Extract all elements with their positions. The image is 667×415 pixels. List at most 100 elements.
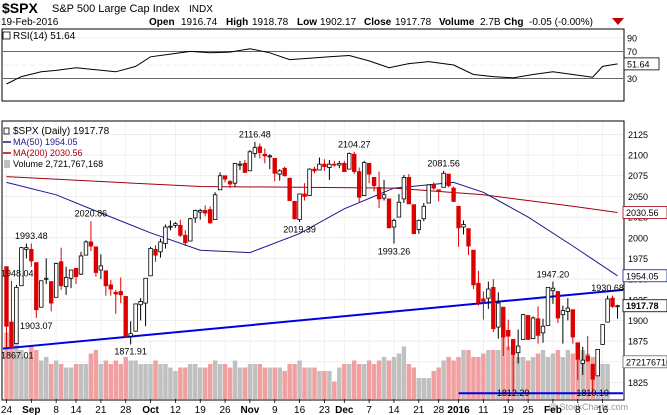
price-annotation: 1947.20 [537, 269, 570, 279]
candle-body [446, 173, 451, 187]
candle-body [312, 168, 317, 172]
volume-bar [19, 350, 24, 399]
volume-value-tag-label: 2721767168 [626, 357, 667, 367]
candle-body [19, 247, 24, 287]
candle-body [183, 234, 188, 244]
price-tick-label: 2125 [628, 130, 648, 140]
high-label: High [226, 17, 248, 28]
rsi-title: RSI(14) 51.64 [13, 31, 76, 42]
ma50-line [6, 181, 618, 277]
candle-body [426, 184, 431, 204]
date-tick-label: 12 [170, 405, 182, 415]
candle-body [396, 201, 402, 218]
candle-body [257, 146, 263, 153]
candle-body [68, 269, 74, 279]
candle-body [506, 329, 511, 337]
candle-body [471, 249, 476, 286]
volume-bar [202, 367, 208, 399]
candle-body [34, 262, 39, 311]
candle-body [287, 177, 292, 201]
candle-body [580, 359, 585, 364]
close-value-tag-label: 1917.78 [626, 301, 659, 311]
rsi-grid [3, 37, 623, 79]
low-label: Low [297, 17, 317, 28]
candle-body [431, 184, 436, 189]
chart-header: $SPX S&P 500 Large Cap Index INDX 19-Feb… [1, 0, 624, 28]
volume-bar [163, 364, 168, 399]
volume-bar [158, 364, 163, 399]
ma200-value-tag-label: 2030.56 [626, 208, 659, 218]
legend-candle-icon [3, 127, 10, 135]
close-label: Close [364, 17, 392, 28]
volume-bar [466, 350, 471, 399]
candle-body [163, 226, 168, 244]
volume-bar [371, 364, 377, 399]
date-tick-label: Nov [240, 405, 259, 415]
open-label: Open [149, 17, 175, 28]
date-tick-label: Feb [544, 405, 562, 415]
price-panel-frame [1, 120, 625, 401]
volume-bar [277, 367, 282, 399]
volume-bar [555, 350, 561, 399]
price-tick-label: 2100 [628, 151, 648, 161]
date-tick-label: 21 [95, 405, 107, 415]
volume-bar [297, 360, 302, 399]
volume-bar [565, 350, 571, 399]
candle-body [73, 267, 79, 278]
price-axis: 1825185018751900192519501975200020252050… [622, 130, 667, 388]
candle-body [585, 355, 590, 362]
price-tick-label: 1825 [628, 378, 648, 388]
price-annotation: 1810.10 [576, 388, 609, 398]
volume-bar [88, 353, 94, 399]
volume-bar [128, 360, 133, 399]
close-value: 1917.78 [395, 17, 432, 28]
exchange: INDX [189, 4, 213, 15]
volume-bar [486, 350, 491, 399]
volume-bar [545, 357, 551, 399]
date-tick-label: 28 [433, 405, 445, 415]
candle-body [113, 291, 118, 295]
volume-bar [83, 364, 89, 399]
volume-bar [436, 367, 441, 399]
rsi-tick-label: 70 [627, 47, 637, 57]
candle-body [476, 282, 481, 303]
candle-body [217, 175, 223, 191]
candle-body [212, 194, 218, 220]
volume-bar [525, 360, 531, 399]
candle-body [441, 172, 446, 188]
candle-body [103, 270, 109, 287]
volume-bar [401, 346, 407, 399]
candle-body [93, 246, 99, 273]
volume-bar [29, 346, 34, 399]
volume-bar [605, 364, 610, 399]
date-tick-label: 19 [195, 405, 207, 415]
candle-body [178, 224, 183, 236]
date-tick-label: 9 [272, 405, 278, 415]
date-tick-label: 11 [478, 405, 489, 415]
volume-bar [317, 371, 322, 399]
volume-bar [257, 364, 263, 399]
candle-body [58, 261, 64, 287]
volume-bar [153, 360, 158, 399]
candle-body [39, 280, 44, 308]
candle-body [128, 333, 133, 337]
volume-bar [332, 381, 337, 399]
volume-bar [570, 353, 576, 399]
legend-label: Volume 2,721,767,168 [13, 159, 103, 169]
date-tick-label: 8 [53, 405, 59, 415]
candle-body [381, 194, 387, 199]
candle-body [247, 151, 253, 172]
candle-body [391, 219, 397, 228]
candle-body [252, 147, 258, 154]
candle-body [9, 321, 14, 349]
date-tick-label: 2016 [447, 405, 470, 415]
candle-body [337, 162, 342, 166]
volume-bar [347, 364, 352, 399]
price-tick-label: 2000 [628, 233, 648, 243]
volume-bar [9, 339, 14, 399]
volume-bar [406, 364, 412, 399]
candle-body [148, 248, 153, 277]
volume-bar [491, 350, 496, 399]
volume-bar [411, 367, 417, 399]
candle-body [366, 162, 372, 175]
